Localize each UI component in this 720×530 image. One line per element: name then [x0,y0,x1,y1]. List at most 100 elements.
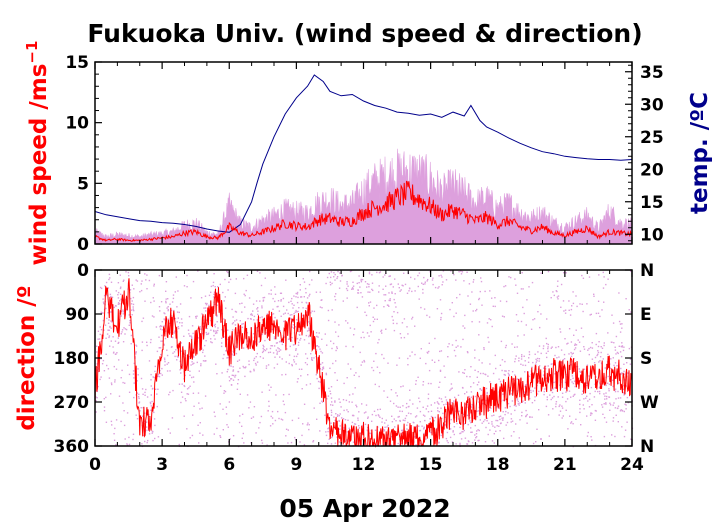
direction-dot [283,403,285,406]
direction-dot [617,397,620,399]
direction-dot [353,328,356,330]
direction-dot [322,367,325,370]
direction-dot [210,291,212,293]
direction-dot [521,272,523,274]
direction-dot [357,419,359,421]
direction-dot [202,351,204,354]
direction-dot [318,356,320,358]
direction-dot [120,377,122,379]
direction-dot [480,389,483,391]
direction-dot [306,330,309,332]
direction-dot [151,388,154,390]
direction-dot [191,376,193,379]
direction-dot [122,341,125,343]
direction-dot [238,421,241,424]
direction-dot [407,364,409,366]
direction-dot [582,277,585,279]
direction-dot [164,360,166,363]
direction-dot [208,304,210,307]
direction-dot [296,291,299,294]
direction-dot [360,336,362,339]
direction-dot [604,395,606,397]
direction-dot [406,424,408,426]
direction-dot [583,368,586,370]
direction-dot [330,404,332,406]
direction-dot [281,358,283,360]
direction-dot [127,364,129,366]
direction-dot [325,431,327,433]
direction-dot [320,299,322,301]
direction-dot [391,315,393,318]
direction-dot [383,357,385,360]
direction-dot [406,441,408,443]
direction-dot [278,348,280,350]
direction-dot [115,419,118,421]
direction-dot [399,333,402,335]
direction-dot [257,313,259,316]
direction-dot [122,311,124,313]
direction-dot [268,293,270,295]
direction-dot [160,301,163,303]
direction-dot [256,319,259,321]
direction-dot [98,338,101,340]
direction-dot [371,282,374,284]
direction-dot [616,351,619,354]
direction-dot [133,362,135,365]
direction-dot [478,321,481,323]
direction-dot [394,426,396,428]
direction-dot [368,305,370,307]
direction-dot [618,292,620,294]
direction-dot [418,298,420,300]
direction-dot [160,372,162,375]
direction-dot [476,410,478,413]
direction-dot [183,384,185,387]
direction-dot [440,398,443,400]
direction-dot [402,405,404,407]
direction-dot [206,327,208,330]
direction-dot [153,283,155,285]
direction-dot [470,366,472,368]
direction-dot [308,295,310,297]
direction-dot [518,437,520,439]
direction-dot [257,307,259,309]
direction-dot [120,298,122,300]
direction-dot [470,391,473,393]
direction-dot [614,349,617,351]
direction-dot [561,396,564,398]
direction-dot [440,312,443,315]
direction-dot [130,343,132,345]
direction-dot [204,360,206,362]
direction-dot [388,275,391,277]
direction-dot [531,402,534,404]
direction-dot [521,415,523,417]
direction-dot [556,285,559,287]
direction-dot [316,335,318,338]
direction-dot [459,442,461,445]
direction-dot [427,278,429,281]
direction-dot [167,362,170,364]
y2-tick-label: E [640,305,652,325]
direction-dot [532,319,534,321]
direction-dot [415,444,417,446]
direction-dot [142,393,144,395]
direction-dot [319,368,321,370]
direction-dot [430,382,432,385]
direction-dot [128,391,131,393]
direction-dot [315,349,318,351]
direction-dot [368,286,370,288]
direction-dot [432,283,434,286]
direction-dot [317,336,319,338]
direction-dot [243,277,245,280]
direction-dot [570,422,572,424]
direction-dot [344,419,347,421]
direction-dot [219,403,221,405]
direction-dot [399,410,401,412]
direction-dot [216,332,218,334]
direction-dot [227,329,229,331]
direction-dot [491,423,493,425]
direction-dot [327,442,329,445]
direction-dot [420,348,422,350]
direction-dot [142,434,145,437]
direction-dot [345,399,348,402]
direction-dot [205,319,208,321]
